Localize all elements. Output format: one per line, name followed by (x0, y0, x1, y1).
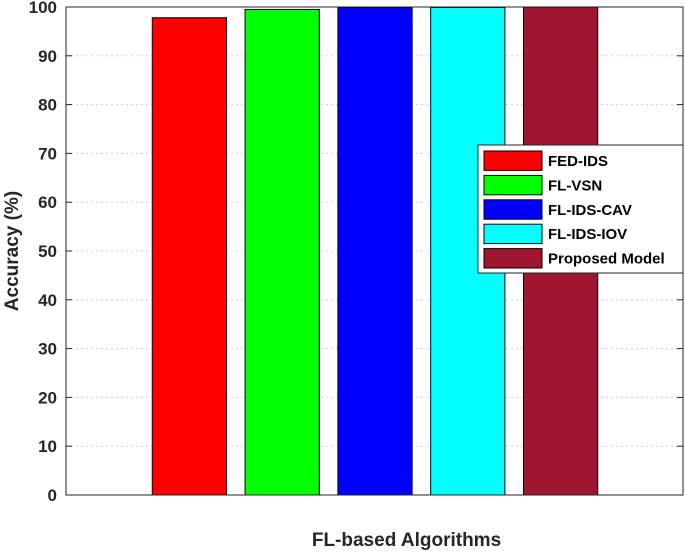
bar-fl-ids-cav (337, 6, 413, 496)
y-tick-label-50: 50 (38, 242, 57, 261)
y-tick-label-60: 60 (38, 193, 57, 212)
legend-label-fed-ids: FED-IDS (548, 153, 608, 170)
y-axis-ticks: 0 10 20 30 40 50 60 70 80 90 100 (29, 0, 683, 505)
y-tick-label-30: 30 (38, 340, 57, 359)
x-axis-label: FL-based Algorithms (312, 530, 501, 551)
y-tick-label-80: 80 (38, 96, 57, 115)
y-tick-label-10: 10 (38, 437, 57, 456)
bar-fed-ids (151, 17, 228, 496)
bar-fl-vsn (244, 8, 320, 496)
legend-label-fl-ids-iov: FL-IDS-IOV (548, 226, 627, 243)
y-tick-label-40: 40 (38, 291, 57, 310)
legend-label-fl-ids-cav: FL-IDS-CAV (548, 202, 632, 219)
y-tick-label-20: 20 (38, 388, 57, 407)
legend-swatch-fl-ids-cav (483, 199, 543, 220)
y-tick-label-70: 70 (38, 144, 57, 163)
legend-swatch-proposed-model (483, 248, 543, 269)
legend-label-fl-vsn: FL-VSN (548, 177, 602, 194)
legend: FED-IDS FL-VSN FL-IDS-CAV FL-IDS-IOV Propose… (477, 144, 684, 274)
legend-swatch-fl-ids-iov (483, 223, 543, 245)
legend-swatch-fed-ids (483, 150, 543, 171)
y-tick-label-0: 0 (48, 486, 57, 505)
y-tick-label-100: 100 (29, 0, 57, 17)
legend-swatch-fl-vsn (483, 174, 543, 196)
legend-label-proposed-model: Proposed Model (548, 251, 665, 268)
y-axis-label: Accuracy (%) (2, 191, 23, 311)
y-tick-label-90: 90 (38, 47, 57, 66)
